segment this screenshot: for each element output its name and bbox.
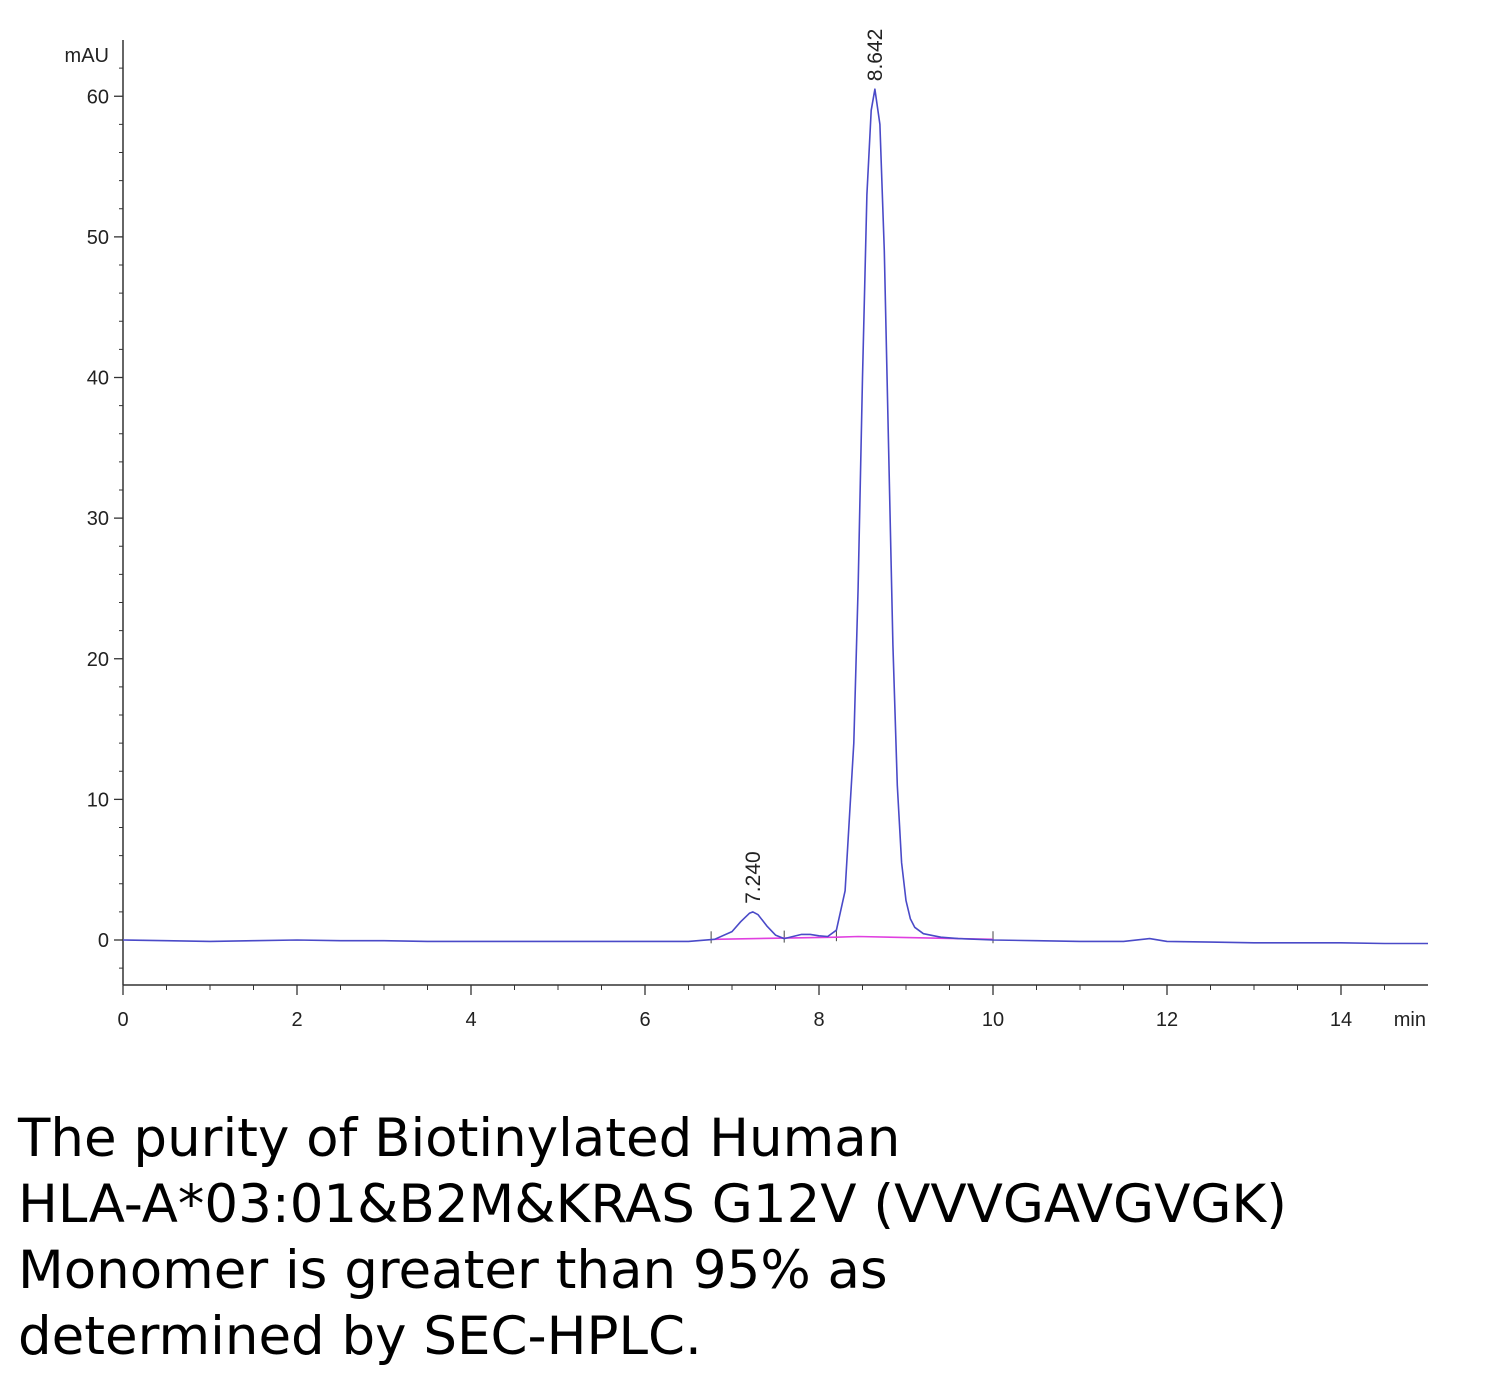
caption-line-1: The purity of Biotinylated Human [18, 1108, 901, 1169]
y-tick-label: 40 [87, 368, 109, 390]
x-tick-label: 14 [1330, 1009, 1352, 1031]
y-tick-label: 60 [87, 86, 109, 108]
x-tick-label: 8 [813, 1009, 824, 1031]
caption-line-2: HLA-A*03:01&B2M&KRAS G12V (VVVGAVGVGK) [18, 1174, 1287, 1235]
x-tick-label: 4 [465, 1009, 476, 1031]
baseline-line [714, 935, 994, 941]
y-tick-label: 50 [87, 227, 109, 249]
peak-label: 8.642 [864, 29, 887, 82]
y-tick-label: 10 [87, 789, 109, 811]
y-axis-label: mAU [65, 45, 109, 67]
y-tick-label: 30 [87, 508, 109, 530]
peak-annotations: 7.240 8.642 [742, 29, 887, 904]
figure-caption: The purity of Biotinylated Human HLA-A*0… [18, 1106, 1488, 1370]
x-tick-label: 6 [639, 1009, 650, 1031]
x-tick-label: 2 [291, 1009, 302, 1031]
caption-line-3: Monomer is greater than 95% as [18, 1240, 888, 1301]
x-tick-label: 10 [982, 1009, 1004, 1031]
peak-label: 7.240 [742, 851, 765, 904]
caption-line-4: determined by SEC-HPLC. [18, 1306, 702, 1367]
x-tick-label: 0 [117, 1009, 128, 1031]
axes: 0 10 20 30 40 50 60 mAU 0 2 4 6 8 10 12 14 min [65, 40, 1428, 1031]
signal-series [122, 88, 1428, 945]
chromatogram-chart: 0 10 20 30 40 50 60 mAU 0 2 4 6 8 10 12 14 min 7.240 8.64… [65, 29, 1428, 1031]
y-tick-label: 0 [98, 930, 109, 952]
x-axis-label: min [1394, 1009, 1426, 1031]
signal-line [122, 88, 1428, 945]
x-tick-label: 12 [1156, 1009, 1178, 1031]
baseline-series [714, 935, 994, 941]
y-tick-label: 20 [87, 649, 109, 671]
